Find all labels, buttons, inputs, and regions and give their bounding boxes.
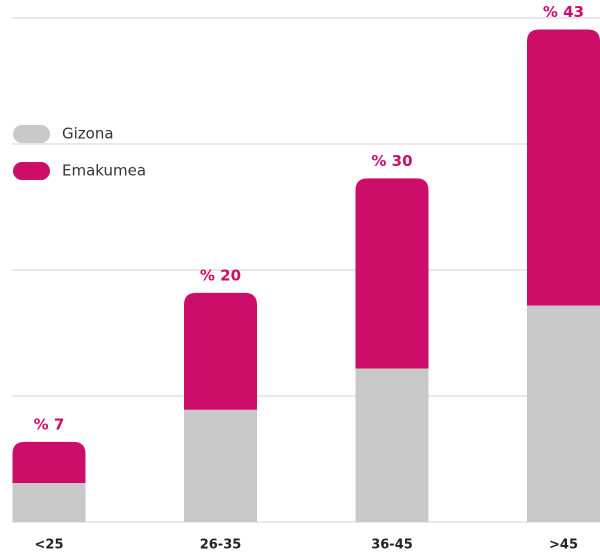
legend-label: Gizona <box>62 125 114 143</box>
bar-segment <box>527 29 600 306</box>
x-tick-label: 26-35 <box>200 538 242 553</box>
bar-segment <box>184 409 257 522</box>
total-label: % 7 <box>34 415 65 433</box>
bar-segment <box>12 441 86 484</box>
legend-label: Emakumea <box>62 162 146 180</box>
legend-swatch <box>13 162 50 180</box>
legend-swatch <box>13 125 50 143</box>
x-tick-label: <25 <box>35 538 64 553</box>
bar-segment <box>355 178 429 369</box>
bar-segment <box>12 483 86 522</box>
bar-segment <box>527 305 600 522</box>
x-tick-label: 36-45 <box>371 538 413 553</box>
total-label: % 20 <box>200 266 241 284</box>
bar-segment <box>355 368 429 522</box>
x-tick-label: >45 <box>549 538 578 553</box>
bar-segment <box>184 292 257 410</box>
total-label: % 43 <box>543 3 584 21</box>
total-label: % 30 <box>371 152 412 170</box>
